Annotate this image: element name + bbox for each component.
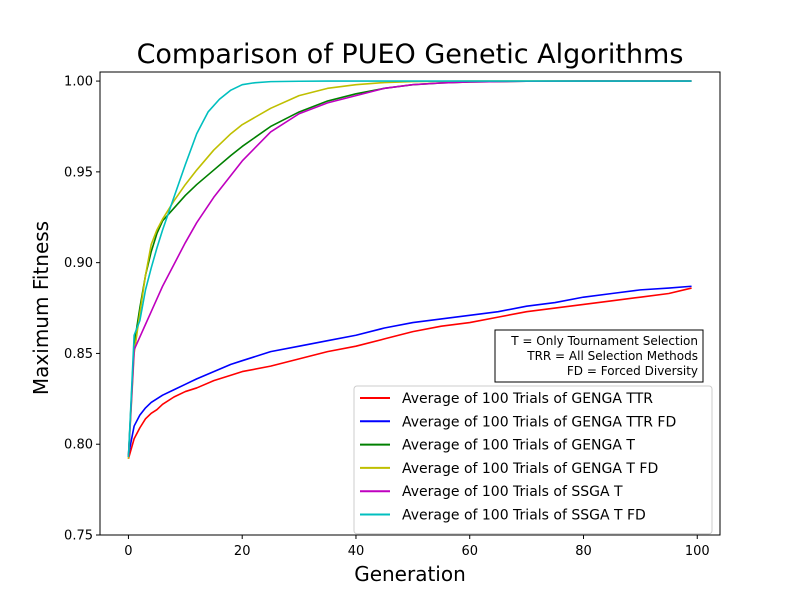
- legend-label-5: Average of 100 Trials of SSGA T: [402, 484, 623, 500]
- legend-label-1: Average of 100 Trials of GENGA TTR: [402, 391, 653, 407]
- chart-title: Comparison of PUEO Genetic Algorithms: [137, 39, 684, 70]
- axes: 0 20 40 60 80 100 0.75 0.80 0.85 0.90 0.95 1.00: [64, 71, 721, 559]
- legend-label-4: Average of 100 Trials of GENGA T FD: [402, 461, 658, 477]
- y-tick-label: 0.95: [64, 165, 93, 180]
- series-line-2: [127, 285, 692, 456]
- annotation-line-1: T = Only Tournament Selection: [510, 334, 698, 348]
- x-tick-label: 20: [234, 544, 251, 559]
- series-line-5: [127, 80, 692, 457]
- annotation-line-3: FD = Forced Diversity: [567, 364, 698, 378]
- y-axis-label: Maximum Fitness: [29, 221, 53, 395]
- x-tick-label: 80: [575, 544, 592, 559]
- x-tick-label: 60: [461, 544, 478, 559]
- x-tick-label: 100: [685, 544, 710, 559]
- legend: Average of 100 Trials of GENGA TTR Averag…: [353, 385, 713, 535]
- x-tick-label: 0: [124, 544, 132, 559]
- annotation-line-2: TRR = All Selection Methods: [526, 349, 698, 363]
- legend-frame: [353, 385, 713, 535]
- y-tick-label: 1.00: [64, 75, 93, 90]
- legend-label-2: Average of 100 Trials of GENGA TTR FD: [402, 414, 676, 430]
- y-tick-label: 0.75: [64, 529, 93, 544]
- y-tick-label: 0.85: [64, 347, 93, 362]
- x-axis-label: Generation: [354, 562, 466, 586]
- annotation-box: T = Only Tournament Selection TRR = All …: [494, 329, 704, 383]
- series-lines: [127, 80, 692, 459]
- annotation-frame: [494, 329, 704, 383]
- y-tick-label: 0.90: [64, 256, 93, 271]
- series-line-6: [127, 80, 692, 457]
- legend-label-6: Average of 100 Trials of SSGA T FD: [402, 508, 646, 524]
- y-tick-label: 0.80: [64, 438, 93, 453]
- legend-label-3: Average of 100 Trials of GENGA T: [402, 438, 635, 454]
- x-tick-label: 40: [348, 544, 365, 559]
- series-line-1: [127, 287, 692, 459]
- plot-frame: [99, 71, 721, 536]
